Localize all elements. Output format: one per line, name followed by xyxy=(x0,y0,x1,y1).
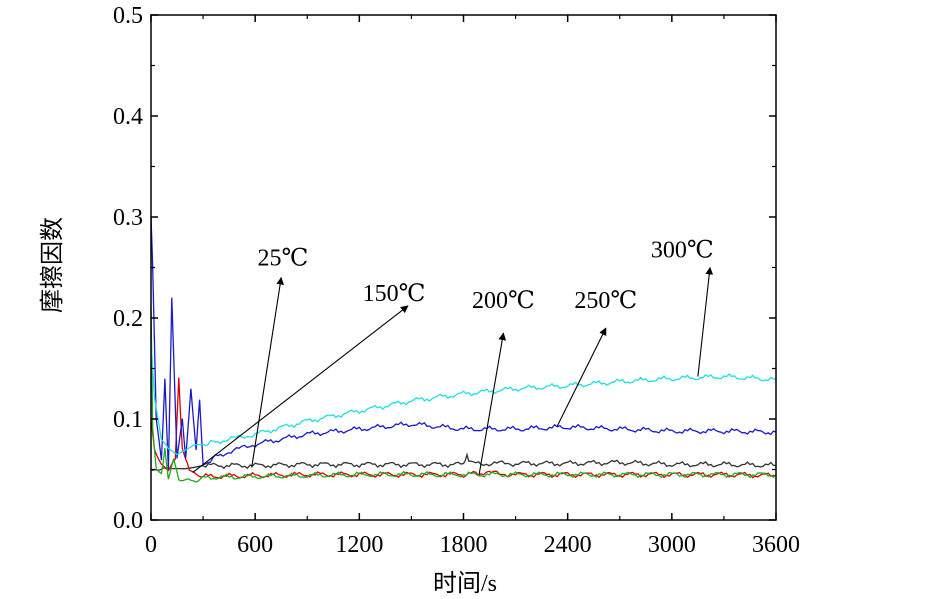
y-axis-label: 摩擦因数 xyxy=(39,217,66,313)
x-tick-label: 1200 xyxy=(335,532,383,558)
annotation-label: 200℃ xyxy=(472,288,535,314)
x-tick-label: 1800 xyxy=(440,532,488,558)
y-tick-label: 0.5 xyxy=(113,3,143,29)
annotation-arrow xyxy=(556,327,607,427)
annotation-layer: 25℃ 150℃ 200℃ 250℃ 300℃ xyxy=(192,237,714,475)
y-tick-label: 0.2 xyxy=(113,306,143,332)
series-line-3 xyxy=(150,216,777,470)
y-tick-label: 0.3 xyxy=(113,205,143,231)
annotation-arrow xyxy=(478,332,507,475)
y-tick-label: 0.0 xyxy=(113,508,143,534)
x-tick-label: 3000 xyxy=(648,532,696,558)
x-axis-label: 时间/s xyxy=(433,570,497,597)
x-tick-label: 2400 xyxy=(544,532,592,558)
plot-frame xyxy=(150,14,777,521)
series-line-0 xyxy=(150,452,777,472)
x-tick-label: 3600 xyxy=(752,532,800,558)
annotation-label: 150℃ xyxy=(363,281,426,307)
series-line-4 xyxy=(150,337,777,456)
y-tick-label: 0.1 xyxy=(113,407,143,433)
annotation-label: 300℃ xyxy=(651,237,714,263)
annotation-arrow xyxy=(192,305,409,473)
axes-layer: 0 600 1200 1800 2400 3000 3600 0.0 0.1 0.2 0.3 0.4 0… xyxy=(113,3,800,558)
series-line-1 xyxy=(150,377,777,480)
x-tick-label: 0 xyxy=(145,532,157,558)
annotation-label: 25℃ xyxy=(258,245,309,271)
annotation-label: 250℃ xyxy=(574,288,637,314)
series-layer xyxy=(150,216,777,483)
series-line-2 xyxy=(150,308,777,483)
x-tick-label: 600 xyxy=(237,532,273,558)
annotation-arrow xyxy=(697,266,714,377)
annotation-arrow xyxy=(251,276,284,468)
y-tick-label: 0.4 xyxy=(113,104,143,130)
